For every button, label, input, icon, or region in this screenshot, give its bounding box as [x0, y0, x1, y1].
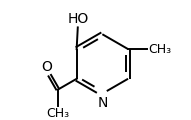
- Text: HO: HO: [67, 12, 88, 26]
- Text: CH₃: CH₃: [148, 43, 171, 56]
- Text: O: O: [42, 60, 53, 74]
- Text: N: N: [97, 96, 108, 111]
- Text: CH₃: CH₃: [46, 107, 69, 120]
